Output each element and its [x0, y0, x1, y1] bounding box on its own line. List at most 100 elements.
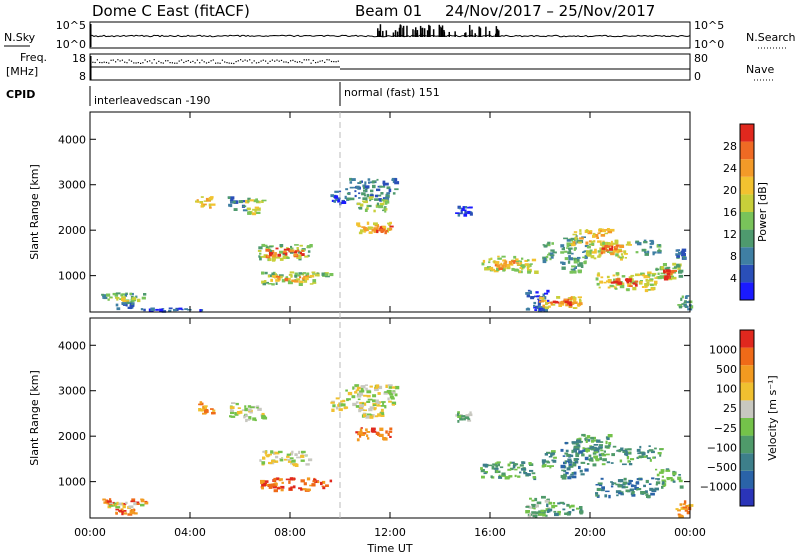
power-cell	[630, 281, 634, 284]
power-cell	[615, 253, 619, 257]
power-cell	[566, 247, 569, 249]
nave-dot	[296, 61, 298, 63]
power-cell	[334, 195, 339, 199]
nave-tick-high: 80	[694, 52, 708, 65]
velocity-cell	[534, 497, 538, 502]
power-cell	[579, 229, 582, 232]
velocity-cell	[595, 484, 599, 486]
velocity-cell	[133, 501, 137, 506]
velocity-cell	[641, 452, 646, 456]
power-cell	[526, 307, 530, 310]
velocity-cell	[390, 397, 395, 400]
velocity-ylabel: Slant Range [km]	[28, 370, 41, 466]
velocity-cell	[480, 467, 483, 470]
velocity-cell	[654, 447, 657, 450]
power-cell	[571, 243, 576, 247]
velocity-cell	[128, 505, 134, 509]
power-cell	[275, 247, 279, 250]
power-cell	[676, 263, 680, 267]
power-cell	[614, 286, 617, 289]
velocity-cell	[528, 512, 531, 516]
velocity-cell	[383, 391, 388, 395]
power-cell	[542, 259, 547, 264]
velocity-cell	[509, 461, 512, 464]
power-cell	[490, 268, 495, 271]
power-cell	[101, 293, 105, 296]
power-cell	[603, 281, 607, 284]
nave-dot	[128, 59, 130, 61]
velocity-cell	[628, 451, 631, 453]
power-cell	[379, 202, 385, 206]
power-cell	[634, 280, 639, 283]
nave-dot	[144, 59, 146, 61]
power-cell	[380, 192, 384, 195]
velocity-cell	[517, 475, 521, 478]
power-cell	[607, 281, 611, 284]
power-cell	[307, 250, 311, 253]
power-cell	[628, 285, 633, 287]
velocity-cell	[584, 456, 589, 461]
power-cell	[324, 272, 329, 275]
power-cell	[258, 255, 261, 258]
power-cell	[346, 192, 351, 195]
power-cell	[271, 272, 275, 276]
power-cell	[202, 204, 206, 207]
power-cell	[567, 301, 572, 305]
power-cell	[568, 247, 573, 250]
power-cell	[629, 279, 632, 283]
nave-dot	[299, 61, 301, 63]
velocity-cell	[581, 433, 586, 437]
velocity-cell	[632, 484, 637, 487]
velocity-cell	[575, 458, 580, 461]
power-cell	[651, 272, 657, 276]
velocity-cell	[127, 513, 133, 516]
plot-title: Dome C East (fitACF)	[92, 2, 250, 20]
power-cell	[337, 199, 341, 203]
power-cell	[391, 178, 396, 181]
nsky-tick-low: 10^0	[56, 38, 86, 51]
power-cell	[599, 229, 603, 233]
power-cell	[230, 201, 234, 203]
power-cell	[579, 232, 582, 235]
power-cell	[274, 252, 277, 256]
power-cell	[264, 271, 268, 275]
power-cell	[486, 267, 490, 269]
power-cell	[498, 267, 504, 270]
power-cell	[681, 295, 684, 299]
power-cell	[583, 250, 588, 253]
velocity-cell	[131, 509, 134, 512]
velocity-cell	[575, 452, 580, 455]
velocity-cell	[369, 406, 375, 410]
velocity-cell	[565, 449, 569, 453]
velocity-cell	[329, 479, 333, 483]
power-cell	[379, 185, 382, 188]
velocity-cell	[268, 453, 272, 456]
velocity-cell	[565, 460, 570, 463]
power-cell	[568, 255, 571, 259]
power-cell	[570, 237, 575, 241]
velocity-cell	[596, 447, 600, 451]
velocity-cell	[682, 503, 686, 506]
velocity-cell	[594, 449, 598, 453]
velocity-cell	[365, 415, 370, 419]
velocity-cell	[388, 386, 392, 389]
power-cell	[573, 268, 576, 271]
xtick-label: 12:00	[374, 526, 406, 539]
power-cell	[561, 261, 566, 265]
velocity-cell	[554, 512, 559, 517]
power-cell	[304, 279, 308, 283]
power-cell	[660, 272, 666, 275]
power-cell	[458, 207, 462, 210]
velocity-cell	[260, 479, 265, 483]
power-cell	[373, 222, 378, 226]
velocity-cell	[245, 419, 248, 423]
velocity-cell	[373, 407, 377, 410]
power-colorbar-tick: 8	[730, 250, 737, 263]
xtick-label: 00:00	[74, 526, 106, 539]
power-cell	[635, 240, 639, 243]
power-cell	[363, 230, 366, 233]
power-cell	[150, 307, 155, 311]
power-cell	[675, 253, 680, 256]
power-cell	[579, 237, 584, 240]
